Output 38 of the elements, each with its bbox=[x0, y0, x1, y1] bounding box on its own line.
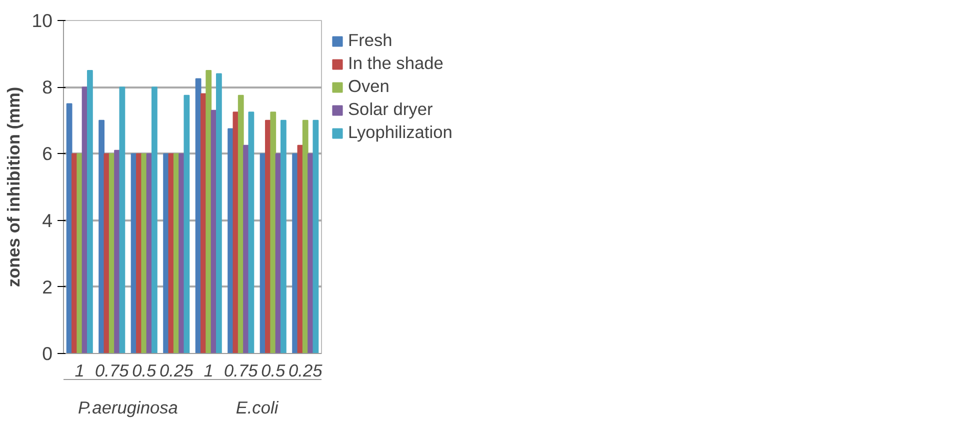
y-tick-label: 6 bbox=[42, 143, 53, 164]
bar bbox=[119, 86, 126, 354]
bar bbox=[151, 86, 158, 354]
x-tick-label: 0.5 bbox=[132, 360, 157, 380]
text: E.coli bbox=[236, 398, 280, 418]
bar bbox=[292, 153, 298, 354]
x-tick-label: 0.5 bbox=[261, 360, 286, 380]
x-tick-label: 0.75 bbox=[95, 360, 130, 380]
y-axis-title: zones of inhibition (mm) bbox=[4, 86, 24, 288]
legend-label: In the shade bbox=[348, 53, 444, 74]
text: P.aeruginosa bbox=[78, 398, 178, 418]
legend-label: Oven bbox=[348, 76, 390, 97]
legend-label: Fresh bbox=[348, 30, 392, 51]
legend-label: Solar dryer bbox=[348, 99, 433, 120]
bar bbox=[141, 153, 148, 354]
bar bbox=[76, 153, 83, 354]
y-tick-label: 2 bbox=[42, 276, 53, 298]
bar bbox=[184, 94, 190, 354]
y-tick-label: 4 bbox=[42, 210, 53, 231]
x-tick-label: 0.75 bbox=[224, 360, 258, 380]
legend-label: Lyophilization bbox=[348, 122, 452, 143]
x-tick-label: 1 bbox=[74, 360, 84, 380]
bar bbox=[228, 128, 234, 354]
bar bbox=[86, 70, 93, 354]
bar bbox=[280, 120, 286, 354]
x-tick-label: 1 bbox=[204, 360, 214, 380]
x-tick-label: 0.25 bbox=[288, 360, 323, 380]
bar bbox=[312, 120, 319, 354]
bar bbox=[270, 112, 276, 354]
x-tick-label: 0.25 bbox=[160, 360, 194, 380]
bar bbox=[98, 120, 105, 354]
bar bbox=[216, 73, 222, 354]
bar bbox=[163, 153, 170, 354]
bar bbox=[206, 70, 212, 354]
y-tick-label: 10 bbox=[32, 10, 53, 31]
y-tick-label: 8 bbox=[42, 76, 53, 98]
bar bbox=[248, 112, 254, 354]
y-tick-label: 0 bbox=[42, 343, 53, 364]
